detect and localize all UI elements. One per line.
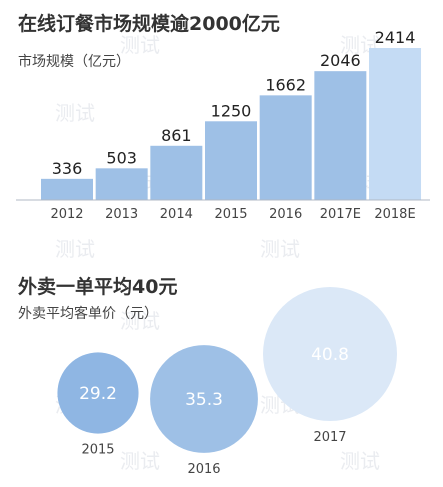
bubble-2015 bbox=[57, 352, 139, 434]
bar-value-label: 336 bbox=[52, 159, 83, 178]
bar-value-label: 1662 bbox=[265, 75, 306, 94]
bar-2018E bbox=[369, 48, 422, 200]
bar-chart-title: 在线订餐市场规模逾2000亿元 bbox=[18, 12, 280, 35]
x-tick-label: 2018E bbox=[374, 207, 415, 222]
watermark-text: 测试 bbox=[260, 237, 300, 261]
x-tick-label: 2014 bbox=[160, 207, 193, 222]
watermark-text: 测试 bbox=[120, 309, 160, 333]
watermark-text: 测试 bbox=[120, 33, 160, 57]
bar-value-label: 503 bbox=[106, 148, 137, 167]
watermark-text: 测试 bbox=[55, 101, 95, 125]
bubble-series: 29.2 2015 35.3 2016 40.8 2017 bbox=[57, 287, 397, 477]
bar-2013 bbox=[95, 168, 148, 200]
x-tick-label: 2013 bbox=[105, 207, 138, 222]
bar-value-label: 861 bbox=[161, 126, 192, 145]
bar-value-label: 2046 bbox=[320, 51, 361, 70]
bar-value-label: 1250 bbox=[211, 101, 252, 120]
bar-2015 bbox=[205, 121, 258, 200]
watermark-text: 测试 bbox=[340, 449, 380, 473]
bar-value-label: 2414 bbox=[375, 28, 416, 47]
bubble-2017 bbox=[263, 287, 397, 421]
bar-2016 bbox=[259, 95, 312, 200]
bubble-year-label: 2016 bbox=[187, 462, 220, 477]
bubble-2016 bbox=[150, 345, 258, 453]
bubble-value-label: 29.2 bbox=[79, 384, 117, 404]
watermark-text: 测试 bbox=[120, 449, 160, 473]
bubble-value-label: 40.8 bbox=[311, 345, 349, 365]
x-tick-label: 2017E bbox=[320, 207, 361, 222]
bar-2017E bbox=[314, 71, 367, 200]
bubble-chart-ylabel: 外卖平均客单价（元） bbox=[18, 305, 158, 322]
bubble-value-label: 35.3 bbox=[185, 390, 223, 410]
bubble-chart-title: 外卖一单平均40元 bbox=[18, 275, 177, 298]
x-axis-ticks: 2012 2013 2014 2015 2016 2017E 2018E bbox=[50, 207, 415, 222]
bar-chart-ylabel: 市场规模（亿元） bbox=[18, 53, 130, 70]
x-tick-label: 2012 bbox=[50, 207, 83, 222]
x-tick-label: 2015 bbox=[214, 207, 247, 222]
x-tick-label: 2016 bbox=[269, 207, 302, 222]
bubble-year-label: 2017 bbox=[313, 430, 346, 445]
watermark-text: 测试 bbox=[55, 237, 95, 261]
bar-series: 336 503 861 1250 1662 2046 2414 bbox=[41, 28, 422, 200]
bar-2012 bbox=[41, 178, 93, 200]
bar-2014 bbox=[150, 145, 203, 200]
bubble-year-label: 2015 bbox=[81, 443, 114, 458]
